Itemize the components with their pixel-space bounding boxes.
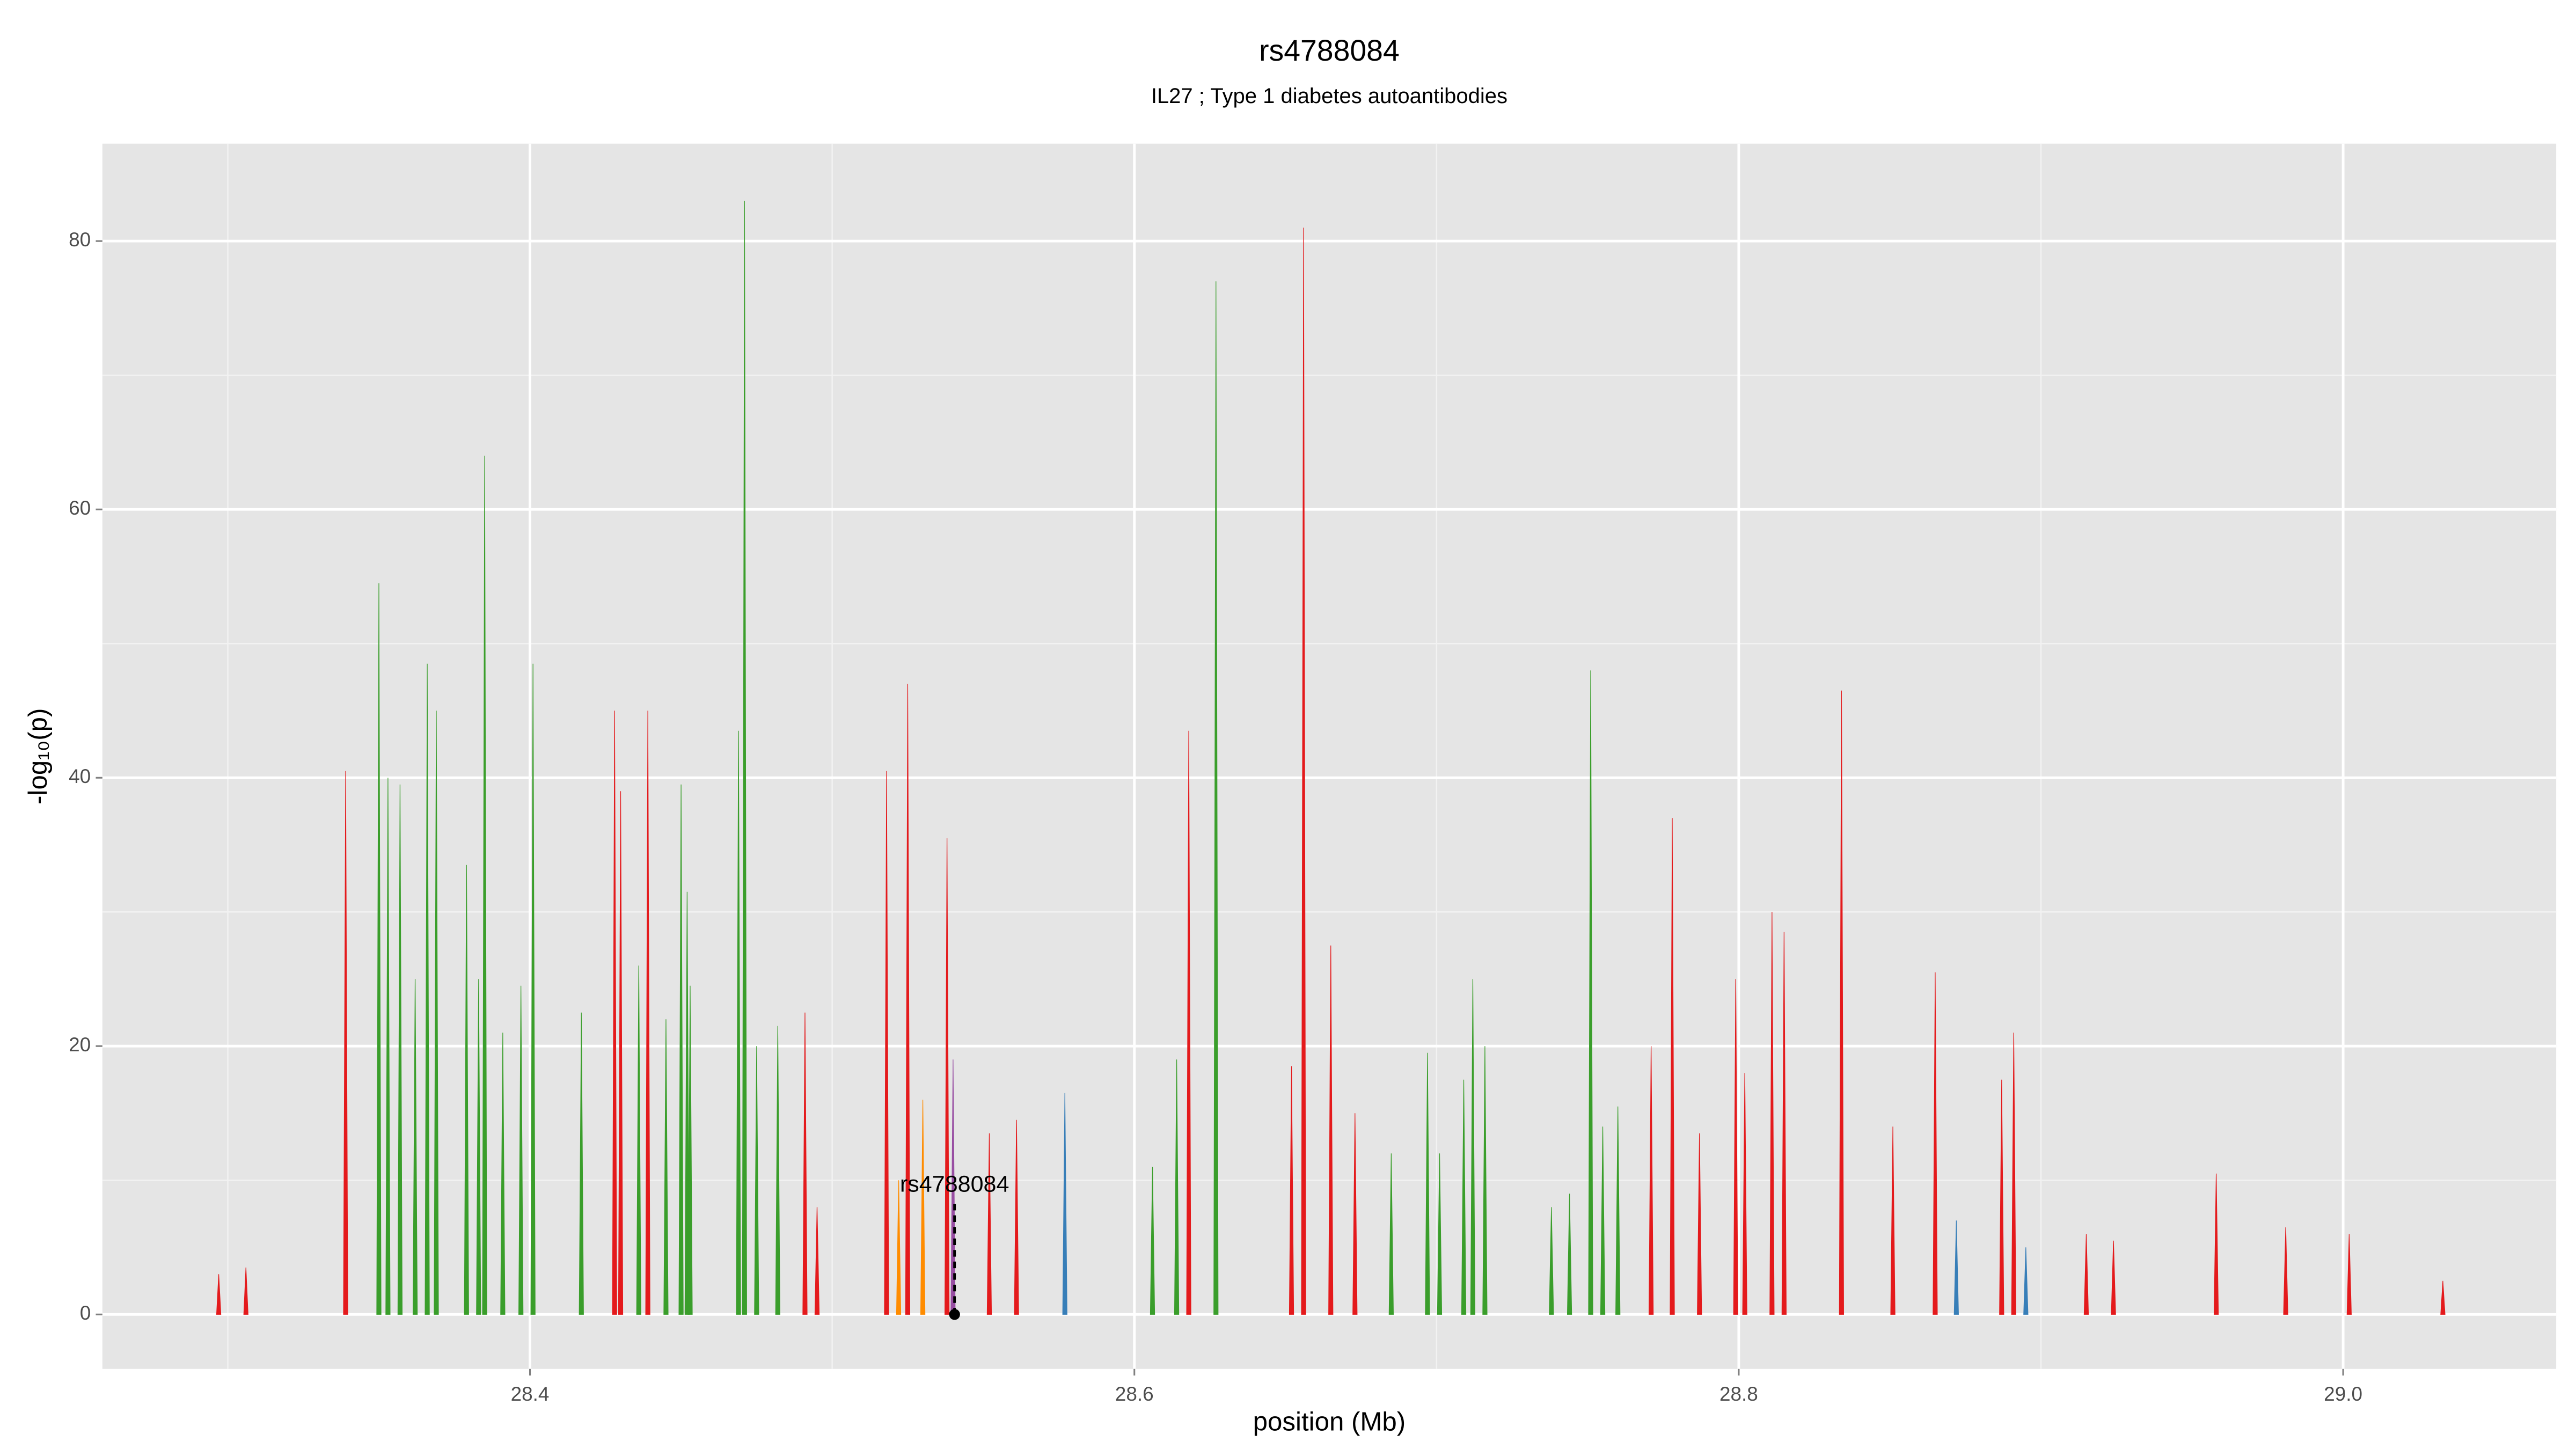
spike <box>1648 1046 1654 1315</box>
spike <box>1697 1133 1702 1315</box>
spike <box>434 711 439 1315</box>
spike <box>2440 1280 2446 1315</box>
spike <box>2011 1033 2016 1315</box>
spike <box>1186 730 1191 1315</box>
spike <box>944 838 950 1315</box>
spike <box>775 1026 780 1315</box>
spike <box>376 583 382 1315</box>
spike <box>1174 1059 1180 1315</box>
spike <box>476 979 481 1315</box>
spike <box>920 1100 926 1315</box>
spike <box>425 663 430 1315</box>
spike <box>464 865 469 1315</box>
spike <box>884 771 889 1315</box>
x-tick-label: 28.6 <box>1115 1383 1154 1405</box>
spike <box>754 1046 759 1315</box>
chart-title: rs4788084 <box>1259 34 1400 67</box>
y-tick-label: 60 <box>69 497 91 519</box>
spike <box>1600 1126 1606 1315</box>
spike <box>1781 932 1787 1315</box>
spike <box>1615 1106 1621 1315</box>
spike <box>1461 1079 1467 1315</box>
spike <box>1062 1093 1067 1315</box>
spike <box>1839 690 1844 1315</box>
spike <box>1549 1207 1554 1315</box>
spike <box>1213 281 1219 1315</box>
chart-subtitle: IL27 ; Type 1 diabetes autoantibodies <box>1151 84 1507 108</box>
spike <box>500 1033 506 1315</box>
spike <box>736 730 741 1315</box>
spike <box>896 1180 902 1315</box>
spike <box>579 1012 584 1315</box>
x-tick-label: 28.4 <box>511 1383 550 1405</box>
y-tick-label: 20 <box>69 1034 91 1056</box>
spike <box>687 985 693 1315</box>
spike <box>802 1012 808 1315</box>
y-tick-label: 80 <box>69 229 91 251</box>
spike <box>1670 818 1675 1315</box>
spike <box>2111 1240 2116 1315</box>
y-tick-label: 0 <box>80 1302 91 1324</box>
spike <box>2213 1173 2219 1315</box>
spike <box>1425 1052 1430 1315</box>
spike <box>1014 1119 1019 1315</box>
spike <box>412 979 418 1315</box>
x-tick-label: 28.8 <box>1719 1383 1758 1405</box>
annotation-label: rs4788084 <box>900 1171 1009 1197</box>
spike <box>1388 1153 1394 1315</box>
spike <box>1953 1220 1959 1315</box>
spike <box>2283 1227 2288 1315</box>
y-tick-label: 40 <box>69 765 91 787</box>
spike <box>1150 1167 1155 1315</box>
spike <box>663 1019 669 1315</box>
spike <box>636 965 641 1315</box>
spike <box>742 201 747 1315</box>
spike <box>1437 1153 1443 1315</box>
spike <box>1933 972 1938 1315</box>
spike <box>482 456 487 1315</box>
spike <box>1482 1046 1488 1315</box>
annotation-point <box>949 1309 960 1320</box>
spike <box>645 711 650 1315</box>
spike <box>1301 228 1306 1315</box>
spike <box>1999 1079 2004 1315</box>
spike <box>1352 1113 1358 1315</box>
spike <box>385 778 391 1315</box>
spike <box>1567 1194 1572 1315</box>
spike <box>1588 670 1593 1315</box>
spike <box>1328 945 1334 1315</box>
x-tick-label: 29.0 <box>2324 1383 2362 1405</box>
spike <box>1769 912 1775 1315</box>
spike <box>678 784 684 1315</box>
spike <box>905 684 911 1315</box>
spike <box>397 784 403 1315</box>
x-axis-label: position (Mb) <box>1253 1407 1406 1436</box>
spike <box>612 711 617 1315</box>
spike <box>2083 1234 2089 1315</box>
spike <box>1470 979 1476 1315</box>
spike <box>1742 1073 1747 1315</box>
spike <box>684 891 690 1315</box>
spike <box>343 771 348 1315</box>
spike <box>530 663 536 1315</box>
spike <box>518 985 524 1315</box>
spike <box>986 1133 992 1315</box>
spike <box>618 791 624 1315</box>
spike <box>1733 979 1738 1315</box>
spike <box>216 1274 222 1315</box>
spike <box>1289 1066 1294 1315</box>
spike <box>2346 1234 2352 1315</box>
spike <box>1890 1126 1896 1315</box>
spike <box>814 1207 820 1315</box>
spike <box>243 1267 248 1315</box>
spike <box>2023 1247 2029 1315</box>
y-axis-label: -log₁₀(p) <box>23 708 53 804</box>
